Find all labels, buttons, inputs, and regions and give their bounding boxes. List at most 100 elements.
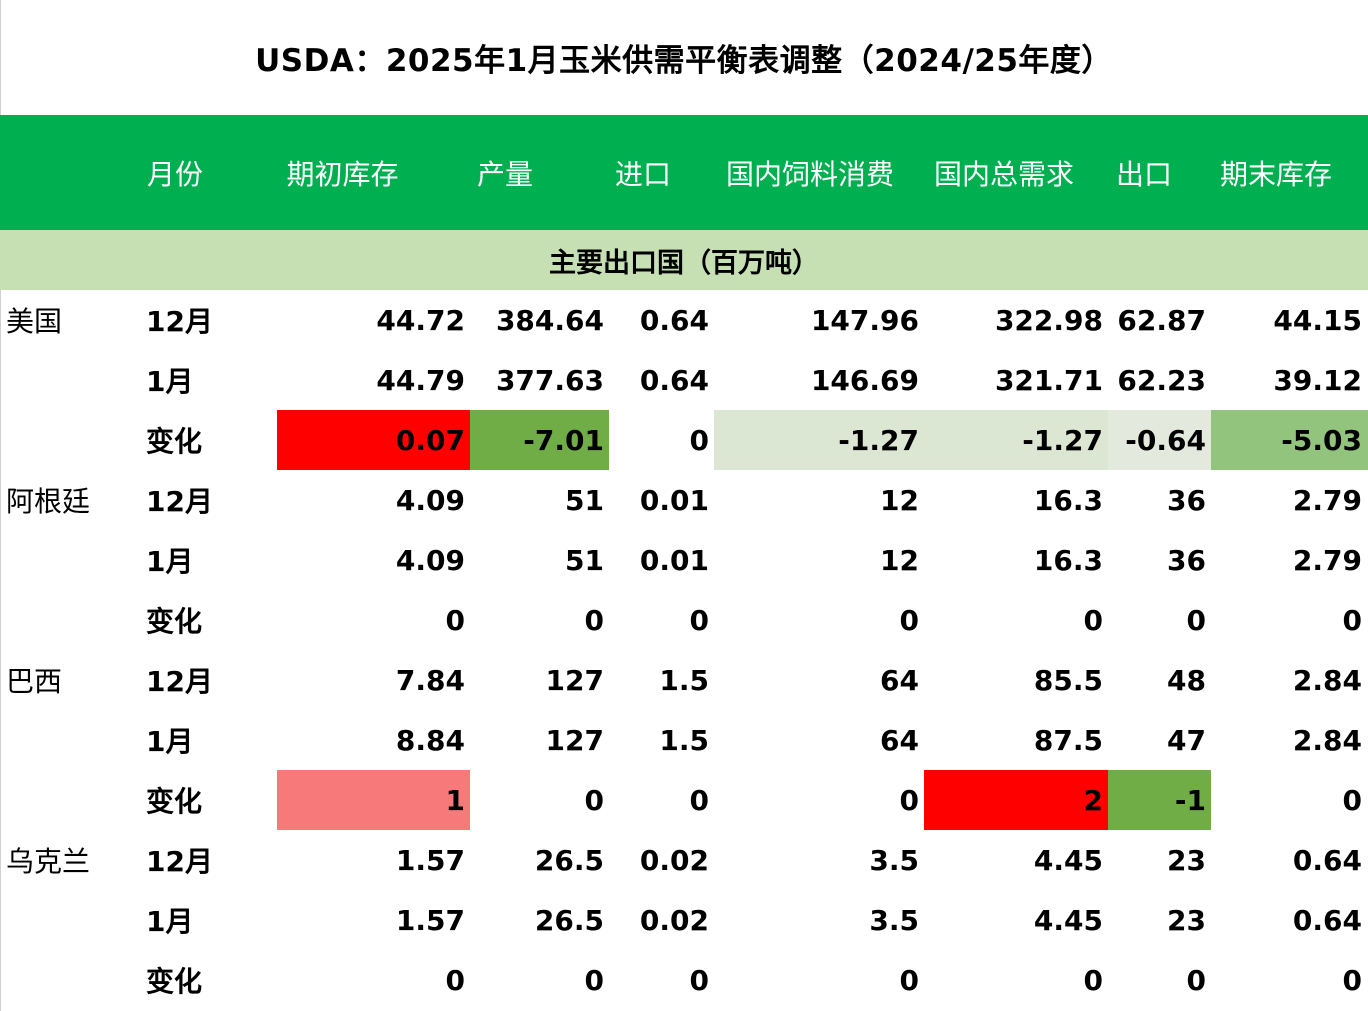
value-cell-total-demand: 322.98 xyxy=(994,303,1103,337)
value-cell-imports: 0 xyxy=(689,423,709,457)
value-cell-beginning-stocks: 4.09 xyxy=(395,543,465,577)
header-exports: 出口 xyxy=(1115,157,1172,191)
value-cell-feed-consumption: 12 xyxy=(880,483,919,517)
table-row: 变化 0 0 0 0 0 0 0 xyxy=(0,950,1368,1010)
value-cell-feed-consumption: 64 xyxy=(880,723,919,757)
value-cell-total-demand: 4.45 xyxy=(1033,903,1103,937)
value-cell-exports: 0 xyxy=(1186,963,1206,997)
country-cell: 阿根廷 xyxy=(6,485,91,518)
header-beginning-stocks: 期初库存 xyxy=(286,157,399,191)
country-cell xyxy=(0,950,130,1010)
country-cell xyxy=(0,770,130,830)
table-row: 巴西 12月 7.84 127 1.5 64 85.5 48 2.84 xyxy=(0,650,1368,710)
value-cell-exports: 0 xyxy=(1186,603,1206,637)
country-cell xyxy=(0,890,130,950)
value-cell-beginning-stocks: 4.09 xyxy=(395,483,465,517)
table-title: USDA：2025年1月玉米供需平衡表调整（2024/25年度） xyxy=(255,43,1113,79)
country-cell xyxy=(0,530,130,590)
value-cell-imports: 0.01 xyxy=(639,543,709,577)
value-cell-total-demand: -1.27 xyxy=(924,410,1108,470)
value-cell-ending-stocks: -5.03 xyxy=(1211,410,1368,470)
table-row: 1月 44.79 377.63 0.64 146.69 321.71 62.23 39.12 xyxy=(0,350,1368,410)
month-cell: 12月 xyxy=(146,305,213,338)
value-cell-production: 0 xyxy=(584,783,604,817)
value-cell-feed-consumption: 146.69 xyxy=(810,363,919,397)
value-cell-ending-stocks: 2.79 xyxy=(1292,483,1362,517)
value-cell-imports: 0.01 xyxy=(639,483,709,517)
value-cell-production: 51 xyxy=(565,543,604,577)
month-cell: 1月 xyxy=(146,725,194,758)
month-cell: 变化 xyxy=(146,425,203,458)
value-cell-beginning-stocks: 8.84 xyxy=(395,723,465,757)
value-cell-imports: 0.64 xyxy=(639,303,709,337)
value-cell-beginning-stocks: 44.79 xyxy=(376,363,465,397)
value-cell-exports: 62.23 xyxy=(1117,363,1206,397)
month-cell: 1月 xyxy=(146,365,194,398)
header-feed-consumption: 国内饲料消费 xyxy=(725,157,894,191)
value-cell-production: 51 xyxy=(565,483,604,517)
value-cell-ending-stocks: 0.64 xyxy=(1292,843,1362,877)
value-cell-ending-stocks: 0.64 xyxy=(1292,903,1362,937)
value-cell-total-demand: 0 xyxy=(1083,963,1103,997)
country-cell xyxy=(0,350,130,410)
value-cell-production: 377.63 xyxy=(495,363,604,397)
value-cell-feed-consumption: 0 xyxy=(899,783,919,817)
value-cell-beginning-stocks: 1.57 xyxy=(395,843,465,877)
value-cell-total-demand: 0 xyxy=(1083,603,1103,637)
value-cell-total-demand: 16.3 xyxy=(1033,483,1103,517)
month-cell: 变化 xyxy=(146,785,203,818)
value-cell-production: -7.01 xyxy=(470,410,609,470)
header-row: 月份 期初库存 产量 进口 国内饲料消费 国内总需求 出口 期末库存 xyxy=(0,115,1368,230)
value-cell-imports: 0 xyxy=(689,783,709,817)
country-cell xyxy=(0,410,130,470)
table-row: 阿根廷 12月 4.09 51 0.01 12 16.3 36 2.79 xyxy=(0,470,1368,530)
value-cell-imports: 0.64 xyxy=(639,363,709,397)
value-cell-production: 0 xyxy=(584,603,604,637)
value-cell-total-demand: 321.71 xyxy=(994,363,1103,397)
value-cell-production: 384.64 xyxy=(495,303,604,337)
value-cell-ending-stocks: 2.79 xyxy=(1292,543,1362,577)
value-cell-feed-consumption: 147.96 xyxy=(810,303,919,337)
month-cell: 12月 xyxy=(146,845,213,878)
header-ending-stocks: 期末库存 xyxy=(1219,157,1332,191)
value-cell-exports: 36 xyxy=(1167,543,1206,577)
table-row: 1月 8.84 127 1.5 64 87.5 47 2.84 xyxy=(0,710,1368,770)
header-production: 产量 xyxy=(476,157,533,191)
value-cell-exports: 47 xyxy=(1167,723,1206,757)
month-cell: 变化 xyxy=(146,605,203,638)
table-row: 乌克兰 12月 1.57 26.5 0.02 3.5 4.45 23 0.64 xyxy=(0,830,1368,890)
value-cell-total-demand: 2 xyxy=(924,770,1108,830)
value-cell-production: 26.5 xyxy=(534,903,604,937)
value-cell-beginning-stocks: 7.84 xyxy=(395,663,465,697)
value-cell-ending-stocks: 0 xyxy=(1342,783,1362,817)
country-cell xyxy=(0,710,130,770)
value-cell-exports: 48 xyxy=(1167,663,1206,697)
value-cell-exports: 62.87 xyxy=(1117,303,1206,337)
value-cell-exports: -1 xyxy=(1108,770,1211,830)
table-row: 变化 1 0 0 0 2 -1 0 xyxy=(0,770,1368,830)
value-cell-exports: 36 xyxy=(1167,483,1206,517)
value-cell-beginning-stocks: 0.07 xyxy=(277,410,470,470)
header-imports: 进口 xyxy=(614,157,671,191)
country-cell: 乌克兰 xyxy=(6,845,91,878)
month-cell: 12月 xyxy=(146,665,213,698)
value-cell-production: 0 xyxy=(584,963,604,997)
table-row: 1月 4.09 51 0.01 12 16.3 36 2.79 xyxy=(0,530,1368,590)
value-cell-ending-stocks: 39.12 xyxy=(1273,363,1362,397)
value-cell-total-demand: 87.5 xyxy=(1033,723,1103,757)
value-cell-exports: 23 xyxy=(1167,843,1206,877)
value-cell-beginning-stocks: 0 xyxy=(445,603,465,637)
country-cell xyxy=(0,590,130,650)
value-cell-total-demand: 16.3 xyxy=(1033,543,1103,577)
value-cell-exports: -0.64 xyxy=(1108,410,1211,470)
value-cell-feed-consumption: 64 xyxy=(880,663,919,697)
value-cell-ending-stocks: 44.15 xyxy=(1273,303,1362,337)
value-cell-feed-consumption: 0 xyxy=(899,963,919,997)
value-cell-ending-stocks: 2.84 xyxy=(1292,663,1362,697)
value-cell-beginning-stocks: 0 xyxy=(445,963,465,997)
value-cell-imports: 0 xyxy=(689,963,709,997)
month-cell: 变化 xyxy=(146,965,203,998)
value-cell-production: 26.5 xyxy=(534,843,604,877)
value-cell-ending-stocks: 0 xyxy=(1342,603,1362,637)
value-cell-production: 127 xyxy=(545,663,604,697)
